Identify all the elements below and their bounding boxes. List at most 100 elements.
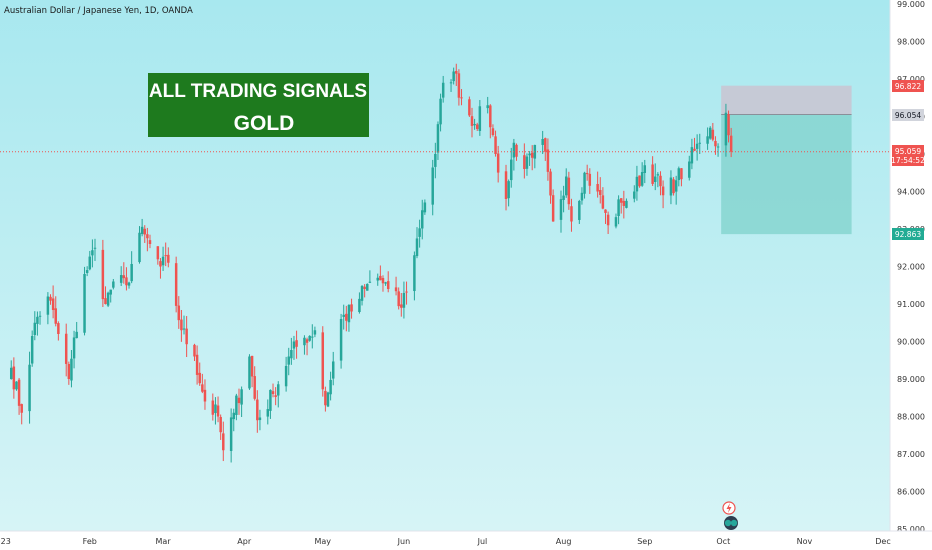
candle-bearish bbox=[143, 228, 146, 235]
candle-bullish bbox=[617, 199, 620, 216]
candle-bearish bbox=[156, 246, 160, 260]
candle-bullish bbox=[72, 337, 76, 359]
candle-bearish bbox=[460, 97, 463, 99]
candle-bearish bbox=[596, 184, 599, 192]
candle-bullish bbox=[559, 199, 563, 220]
candle-bearish bbox=[400, 304, 403, 308]
candle-bearish bbox=[148, 240, 152, 244]
earnings-icon-dot-left bbox=[724, 519, 732, 527]
candle-bullish bbox=[138, 232, 141, 263]
candle-bearish bbox=[201, 384, 204, 392]
candle-bearish bbox=[475, 124, 479, 129]
candle-bearish bbox=[601, 195, 605, 209]
candle-bearish bbox=[379, 275, 382, 281]
candle-bearish bbox=[714, 140, 717, 147]
candle-bullish bbox=[329, 379, 332, 395]
candle-bullish bbox=[653, 176, 657, 183]
candle-bearish bbox=[159, 261, 162, 267]
candle-bullish bbox=[311, 336, 314, 338]
candle-bearish bbox=[125, 277, 128, 286]
candle-bullish bbox=[342, 314, 345, 317]
candle-bearish bbox=[274, 395, 277, 397]
chart-title: Australian Dollar / Japanese Yen, 1D, OA… bbox=[4, 6, 193, 16]
candle-bearish bbox=[250, 355, 254, 377]
candle-bearish bbox=[494, 136, 497, 154]
candle-bullish bbox=[91, 250, 94, 256]
stop-tag-bg bbox=[892, 80, 924, 92]
candle-bearish bbox=[195, 354, 199, 375]
price-tick-label: 92.000 bbox=[897, 263, 925, 272]
candle-bullish bbox=[688, 161, 691, 178]
candle-bullish bbox=[339, 319, 343, 361]
candle-bullish bbox=[28, 364, 31, 412]
candle-bearish bbox=[672, 179, 675, 194]
candle-bullish bbox=[376, 277, 379, 281]
candle-bearish bbox=[237, 397, 241, 404]
time-tick-label: May bbox=[314, 537, 331, 546]
price-tick-label: 88.000 bbox=[897, 413, 925, 422]
candle-bullish bbox=[452, 71, 455, 82]
candle-bullish bbox=[564, 176, 568, 196]
signals-banner: ALL TRADING SIGNALS GOLD bbox=[148, 73, 369, 137]
candle-bullish bbox=[9, 367, 13, 379]
lightning-icon[interactable] bbox=[722, 501, 736, 515]
candle-bearish bbox=[271, 391, 275, 394]
candle-bullish bbox=[434, 154, 437, 167]
price-tick-label: 90.000 bbox=[897, 338, 925, 347]
candle-bullish bbox=[266, 409, 270, 417]
candle-bullish bbox=[46, 296, 50, 315]
candle-bearish bbox=[523, 155, 526, 169]
stop-loss-zone[interactable] bbox=[721, 85, 852, 115]
candle-bullish bbox=[669, 177, 673, 196]
candle-bearish bbox=[211, 400, 215, 415]
candle-bullish bbox=[119, 275, 123, 283]
price-tick-label: 86.000 bbox=[897, 488, 925, 497]
candle-bearish bbox=[496, 153, 500, 173]
candle-bullish bbox=[33, 322, 37, 335]
earnings-icon[interactable] bbox=[724, 516, 738, 530]
candle-bearish bbox=[146, 234, 149, 239]
candle-bullish bbox=[326, 392, 330, 407]
stop-tag-text: 96.822 bbox=[895, 82, 921, 91]
candle-bullish bbox=[368, 281, 372, 283]
candle-bearish bbox=[363, 286, 366, 289]
candle-bullish bbox=[214, 404, 217, 414]
candle-bullish bbox=[70, 358, 73, 381]
candle-bullish bbox=[418, 228, 421, 237]
candle-bullish bbox=[421, 210, 424, 229]
target-tag-bg bbox=[892, 228, 924, 240]
candle-bearish bbox=[180, 319, 183, 331]
candle-bearish bbox=[12, 366, 16, 390]
candle-bullish bbox=[229, 417, 233, 451]
candle-bullish bbox=[384, 282, 387, 284]
candle-bearish bbox=[164, 255, 167, 257]
candle-bearish bbox=[177, 305, 181, 321]
time-tick-label: 2023 bbox=[0, 537, 11, 546]
candle-bullish bbox=[303, 337, 306, 346]
candle-bullish bbox=[625, 200, 628, 208]
candle-bearish bbox=[455, 70, 458, 74]
candle-bearish bbox=[470, 116, 474, 126]
candle-bullish bbox=[580, 192, 584, 201]
candle-bullish bbox=[436, 124, 440, 153]
candle-bearish bbox=[515, 144, 518, 157]
candle-bullish bbox=[486, 105, 489, 109]
lightning-icon-bolt bbox=[726, 503, 732, 513]
candle-bullish bbox=[308, 335, 311, 341]
candle-bullish bbox=[528, 153, 531, 156]
take-profit-zone[interactable] bbox=[721, 114, 852, 235]
candle-bearish bbox=[222, 433, 225, 451]
time-tick-label: Oct bbox=[716, 537, 730, 546]
candle-bullish bbox=[331, 361, 335, 379]
candle-bearish bbox=[619, 198, 623, 203]
candle-bullish bbox=[248, 356, 251, 389]
candle-bearish bbox=[661, 186, 665, 196]
plot-background bbox=[0, 0, 890, 531]
candle-bullish bbox=[127, 282, 131, 286]
candle-bullish bbox=[106, 292, 110, 306]
time-tick-label: Jun bbox=[397, 537, 411, 546]
time-axis[interactable] bbox=[0, 531, 932, 550]
stop-price-tag: 96.822 bbox=[892, 80, 924, 92]
